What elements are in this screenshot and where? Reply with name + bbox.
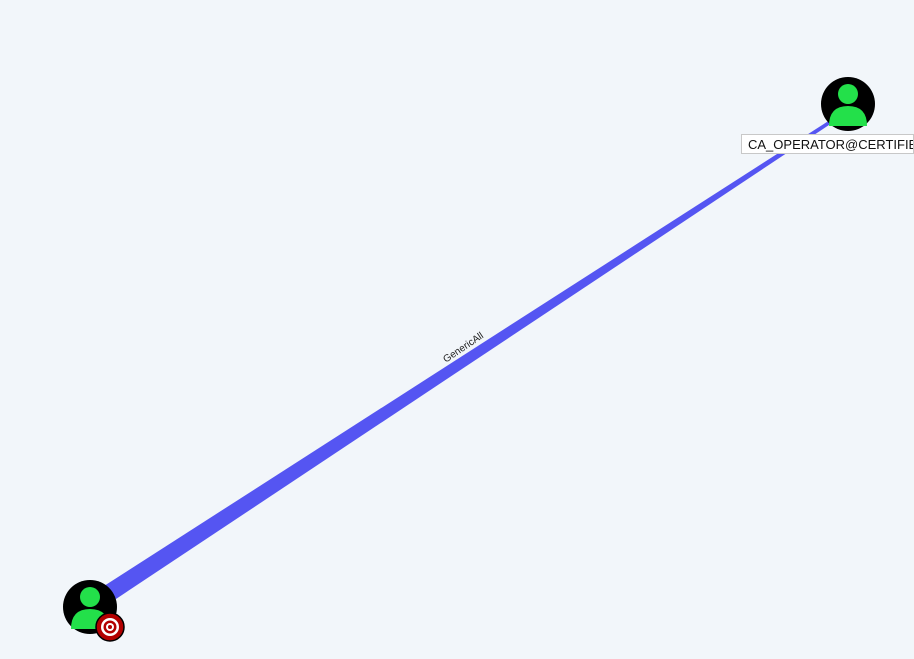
user-icon <box>829 84 867 126</box>
node-label: CA_OPERATOR@CERTIFIED <box>741 134 914 154</box>
node-target-user[interactable] <box>63 580 125 642</box>
target-icon <box>95 612 125 642</box>
edge-line[interactable] <box>104 120 832 599</box>
edge-genericall[interactable]: GenericAll <box>104 120 832 599</box>
node-ca-operator[interactable] <box>821 77 875 131</box>
